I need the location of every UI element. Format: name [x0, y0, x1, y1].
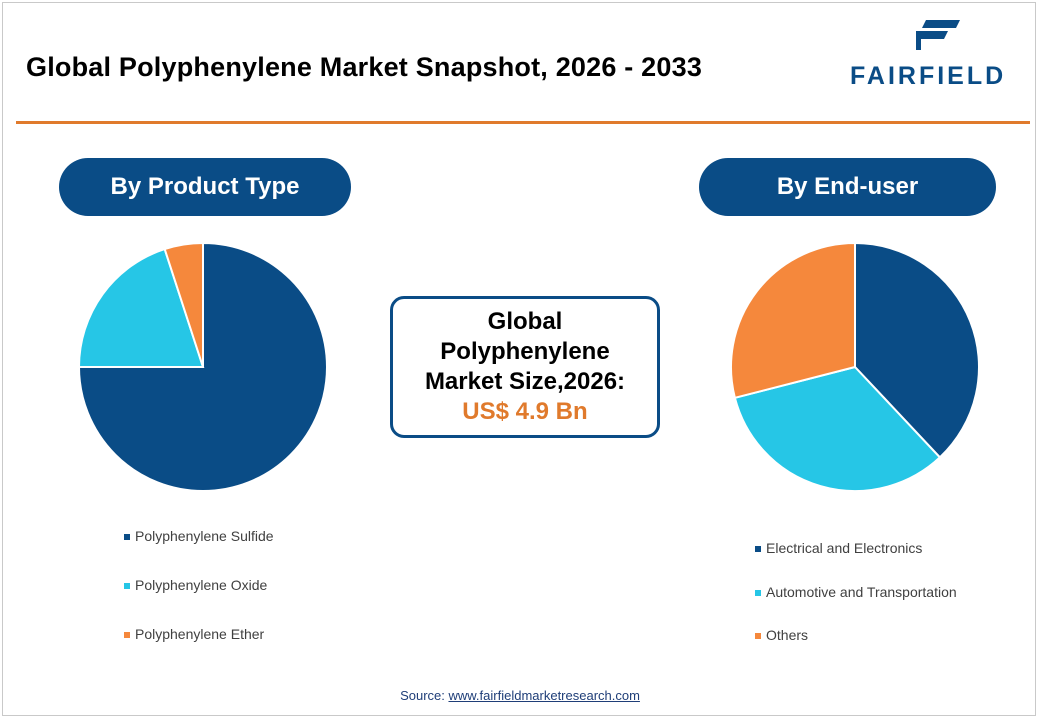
legend-label: Automotive and Transportation — [766, 583, 957, 600]
source-footer: Source: www.fairfieldmarketresearch.com — [0, 688, 1040, 703]
callout-line-1: Global — [487, 308, 563, 335]
legend-label: Polyphenylene Ether — [135, 626, 265, 642]
market-size-value: US$ 4.9 Bn — [462, 398, 588, 425]
pie-slice-electrical-and-electronics — [854, 242, 980, 459]
pie-slice-polyphenylene-ether — [163, 242, 204, 368]
legend-label: Electrical and Electronics — [766, 540, 923, 556]
page-title: Global Polyphenylene Market Snapshot, 20… — [26, 52, 703, 82]
callout-line-2: Polyphenylene — [440, 338, 610, 365]
legend-item-automotive-and-transportation: Automotive and Transportation — [755, 584, 957, 628]
pie-chart-product-type — [78, 242, 328, 492]
pie-slice-polyphenylene-oxide — [78, 247, 205, 368]
legend-item-polyphenylene-ether: Polyphenylene Ether — [124, 626, 274, 675]
legend-label: Polyphenylene Oxide — [135, 577, 268, 593]
legend-item-polyphenylene-sulfide: Polyphenylene Sulfide — [124, 528, 274, 577]
legend-swatch — [124, 583, 130, 589]
legend-item-others: Others — [755, 627, 957, 671]
pie-slice-automotive-and-transportation — [733, 365, 942, 492]
brand-logo-text: FAIRFIELD — [850, 62, 1007, 90]
market-size-callout: Global Polyphenylene Market Size,2026: U… — [390, 296, 660, 438]
legend-swatch — [124, 632, 130, 638]
section-label-end-user: By End-user — [699, 158, 996, 216]
callout-line-3: Market Size,2026: — [424, 368, 626, 395]
pie-slice-others — [730, 242, 856, 400]
pie-chart-end-user — [730, 242, 980, 492]
brand-logo: FAIRFIELD — [848, 18, 1024, 90]
header-divider — [16, 121, 1030, 124]
legend-swatch — [755, 589, 761, 596]
legend-label: Polyphenylene Sulfide — [135, 528, 274, 544]
legend-swatch — [755, 633, 761, 639]
section-label-product-type: By Product Type — [59, 158, 351, 216]
legend-swatch — [124, 534, 130, 540]
fairfield-flag-icon — [916, 20, 960, 50]
legend-end-user: Electrical and Electronics Automotive and… — [755, 540, 957, 671]
legend-item-electrical-and-electronics: Electrical and Electronics — [755, 540, 957, 584]
source-link[interactable]: www.fairfieldmarketresearch.com — [448, 688, 640, 703]
legend-swatch — [755, 546, 761, 552]
source-label: Source: — [400, 688, 449, 703]
legend-item-polyphenylene-oxide: Polyphenylene Oxide — [124, 577, 274, 626]
legend-product-type: Polyphenylene Sulfide Polyphenylene Oxide… — [124, 528, 274, 675]
legend-label: Others — [766, 627, 809, 643]
